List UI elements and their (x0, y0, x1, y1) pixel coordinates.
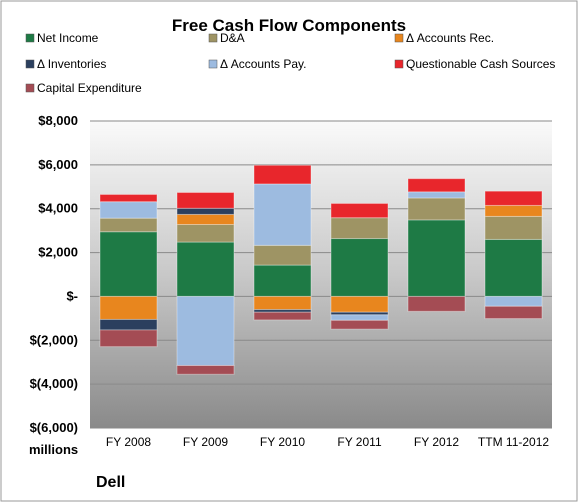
bar-segment-questionable-cash-sources (330, 202, 389, 219)
y-tick-label: $2,000 (38, 245, 78, 260)
bar-segment-accounts-rec (99, 295, 158, 320)
legend-swatch-inventories (25, 59, 35, 69)
legend-label-inventories: Δ Inventories (37, 57, 106, 71)
bar-segment-accounts-pay (253, 183, 312, 246)
legend-swatch-d-a (208, 33, 218, 43)
bar-segment-d-a (330, 217, 389, 240)
x-tick-label: FY 2011 (337, 435, 382, 449)
bar-segment-accounts-pay (407, 191, 466, 199)
bar-segment-questionable-cash-sources (176, 191, 235, 209)
bar-segment-net-income (330, 238, 389, 297)
bar-segment-capital-expenditure (253, 311, 312, 321)
legend-swatch-accounts-rec (394, 33, 404, 43)
bar-segment-d-a (407, 197, 466, 221)
legend-swatch-accounts-pay (208, 59, 218, 69)
y-tick-label: $(6,000) (30, 420, 78, 435)
bar-segment-inventories (176, 207, 235, 215)
legend-label-accounts-pay: Δ Accounts Pay. (220, 57, 307, 71)
y-tick-label: $(4,000) (30, 376, 78, 391)
bar-segment-d-a (484, 215, 543, 240)
bar-segment-capital-expenditure (176, 365, 235, 375)
bar-segment-d-a (99, 217, 158, 233)
bar-segment-capital-expenditure (330, 319, 389, 330)
x-tick-label: FY 2012 (414, 435, 459, 449)
legend-swatch-capital-expenditure (25, 83, 35, 93)
legend-swatch-questionable-cash-sources (394, 59, 404, 69)
legend-label-net-income: Net Income (37, 31, 99, 45)
y-tick-label: $(2,000) (30, 332, 78, 347)
x-tick-label: FY 2008 (106, 435, 151, 449)
y-tick-label: $- (66, 288, 78, 303)
y-tick-label: $6,000 (38, 157, 78, 172)
x-tick-label: FY 2009 (183, 435, 228, 449)
bar-segment-questionable-cash-sources (484, 190, 543, 206)
bars (99, 164, 543, 375)
bar-segment-net-income (407, 219, 466, 297)
chart-title: Free Cash Flow Components (172, 16, 406, 35)
gridlines (90, 120, 552, 429)
plot-area (90, 121, 552, 428)
bar-segment-net-income (484, 238, 543, 297)
bar-segment-capital-expenditure (484, 305, 543, 320)
x-tick-label: TTM 11-2012 (478, 435, 549, 449)
unit-label: millions (29, 442, 78, 457)
x-axis-ticks: FY 2008 FY 2009 FY 2010 FY 2011 FY 2012 TTM 1… (106, 435, 549, 449)
company-label: Dell (96, 474, 125, 491)
legend-label-questionable-cash-sources: Questionable Cash Sources (406, 57, 555, 71)
legend: Net Income D&A Δ Accounts Rec. Δ Inventorie… (25, 31, 555, 95)
bar-segment-questionable-cash-sources (253, 164, 312, 185)
legend-label-d-a: D&A (220, 31, 245, 45)
bar-segment-net-income (253, 264, 312, 297)
bar-segment-d-a (253, 244, 312, 266)
bar-segment-accounts-rec (330, 295, 389, 313)
y-tick-label: $4,000 (38, 201, 78, 216)
bar-segment-inventories (99, 318, 158, 331)
bar-segment-accounts-pay (330, 314, 389, 321)
y-tick-label: $8,000 (38, 113, 78, 128)
bar-segment-accounts-rec (253, 295, 312, 311)
legend-swatch-net-income (25, 33, 35, 43)
bar-segment-accounts-rec (484, 204, 543, 217)
bar-segment-d-a (176, 224, 235, 243)
bar-segment-questionable-cash-sources (407, 178, 466, 193)
x-tick-label: FY 2010 (260, 435, 305, 449)
y-axis-ticks: $8,000 $6,000 $4,000 $2,000 $- $(2,000) $(4,00… (30, 113, 78, 435)
bar-segment-questionable-cash-sources (99, 193, 158, 203)
legend-label-accounts-rec: Δ Accounts Rec. (406, 31, 494, 45)
bar-segment-capital-expenditure (407, 295, 466, 312)
legend-label-capital-expenditure: Capital Expenditure (37, 81, 142, 95)
bar-segment-capital-expenditure (99, 329, 158, 348)
bar-segment-accounts-pay (484, 295, 543, 307)
bar-segment-accounts-pay (99, 201, 158, 219)
bar-segment-accounts-pay (176, 295, 235, 367)
bar-segment-accounts-rec (176, 213, 235, 226)
bar-segment-net-income (176, 241, 235, 297)
bar-segment-net-income (99, 231, 158, 297)
